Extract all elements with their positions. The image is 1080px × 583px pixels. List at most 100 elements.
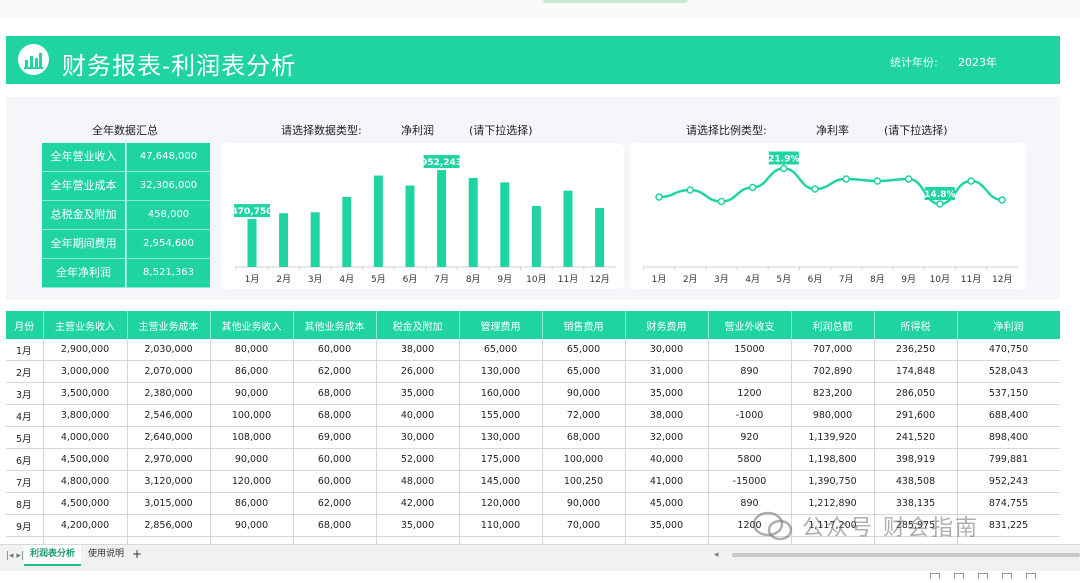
table-cell[interactable]: 2,640,000 (127, 426, 211, 449)
table-cell[interactable]: 60,000 (293, 448, 377, 471)
table-cell[interactable] (127, 536, 211, 544)
table-cell[interactable]: 15000 (708, 339, 792, 361)
table-cell[interactable]: 100,250 (542, 470, 626, 493)
data-point[interactable] (748, 183, 757, 192)
table-cell[interactable]: 5800 (708, 448, 792, 471)
table-cell[interactable]: 68,000 (293, 404, 377, 427)
table-cell[interactable]: 35,000 (625, 514, 709, 537)
data-point[interactable] (686, 186, 694, 194)
table-cell[interactable]: 2,380,000 (127, 382, 211, 405)
table-cell[interactable] (874, 536, 958, 544)
table-cell[interactable]: 6月 (6, 448, 44, 471)
table-cell[interactable]: 65,000 (542, 360, 626, 383)
table-cell[interactable]: 90,000 (542, 492, 626, 515)
bar[interactable] (531, 205, 541, 267)
table-cell[interactable]: 1,390,750 (791, 470, 875, 493)
bar[interactable] (373, 175, 383, 267)
table-cell[interactable]: 285,975 (874, 514, 958, 537)
column-header[interactable]: 其他业务成本 (293, 311, 377, 339)
data-point[interactable] (811, 185, 819, 193)
table-cell[interactable]: 9月 (6, 514, 44, 537)
table-cell[interactable]: 4月 (6, 404, 44, 427)
table-cell[interactable]: 38,000 (625, 404, 709, 427)
table-cell[interactable]: 41,000 (625, 470, 709, 493)
column-header[interactable]: 税金及附加 (376, 311, 460, 339)
table-cell[interactable]: 65,000 (459, 339, 543, 361)
data-type-select[interactable]: 净利润 (401, 124, 434, 137)
column-header[interactable]: 净利润 (957, 311, 1060, 339)
table-cell[interactable]: 90,000 (210, 514, 294, 537)
add-sheet-button[interactable]: + (132, 547, 143, 561)
table-cell[interactable]: -15000 (708, 470, 792, 493)
data-point[interactable] (936, 200, 944, 208)
table-cell[interactable]: 4,000,000 (43, 426, 128, 449)
table-cell[interactable] (376, 536, 460, 544)
table-cell[interactable]: 5月 (6, 426, 44, 449)
table-cell[interactable]: 2,856,000 (127, 514, 211, 537)
table-cell[interactable]: 72,000 (542, 404, 626, 427)
ratio-type-select[interactable]: 净利率 (816, 124, 849, 137)
table-cell[interactable]: 338,135 (874, 492, 958, 515)
table-cell[interactable]: 80,000 (210, 339, 294, 361)
bar[interactable] (500, 182, 510, 267)
table-cell[interactable]: 68,000 (293, 382, 377, 405)
column-header[interactable]: 管理费用 (459, 311, 543, 339)
summary-value[interactable]: 2,954,600 (126, 230, 210, 259)
table-cell[interactable]: 3月 (6, 382, 44, 405)
table-cell[interactable]: 48,000 (376, 470, 460, 493)
table-cell[interactable]: 90,000 (542, 382, 626, 405)
bar-chart-card[interactable]: 1月 2月 3月 4月 5月 6月 7月 8月 9月 10月 11月 12月 470,750 952,24… (221, 143, 624, 289)
table-cell[interactable]: 831,225 (957, 514, 1060, 537)
table-cell[interactable]: 4,500,000 (43, 492, 128, 515)
table-cell[interactable]: 4,200,000 (43, 514, 128, 537)
table-cell[interactable] (43, 536, 128, 544)
data-point[interactable] (717, 197, 726, 206)
table-cell[interactable]: 3,015,000 (127, 492, 211, 515)
bar[interactable] (342, 196, 352, 267)
table-cell[interactable]: 286,050 (874, 382, 958, 405)
data-point[interactable] (998, 196, 1006, 204)
table-cell[interactable]: 890 (708, 492, 792, 515)
table-cell[interactable]: 1,212,890 (791, 492, 875, 515)
table-cell[interactable]: 40,000 (625, 448, 709, 471)
table-cell[interactable]: 35,000 (625, 382, 709, 405)
table-cell[interactable]: 62,000 (293, 492, 377, 515)
table-cell[interactable]: 823,200 (791, 382, 875, 405)
summary-value[interactable]: 47,648,000 (126, 143, 210, 172)
table-cell[interactable] (542, 536, 626, 544)
bar[interactable] (437, 170, 447, 267)
table-cell[interactable]: 52,000 (376, 448, 460, 471)
table-cell[interactable]: 70,000 (542, 514, 626, 537)
table-cell[interactable]: 470,750 (957, 339, 1060, 361)
table-cell[interactable]: 69,000 (293, 426, 377, 449)
table-cell[interactable]: 1月 (6, 339, 44, 361)
table-cell[interactable]: 398,919 (874, 448, 958, 471)
data-point[interactable] (967, 177, 975, 185)
table-cell[interactable]: 1,139,920 (791, 426, 875, 449)
table-cell[interactable] (293, 536, 377, 544)
bar[interactable] (247, 219, 257, 267)
table-cell[interactable]: 241,520 (874, 426, 958, 449)
table-cell[interactable]: 7月 (6, 470, 44, 493)
table-cell[interactable]: 3,000,000 (43, 360, 128, 383)
table-cell[interactable]: 160,000 (459, 382, 543, 405)
horizontal-scrollbar[interactable] (732, 553, 1080, 557)
table-cell[interactable]: 155,000 (459, 404, 543, 427)
table-cell[interactable]: 42,000 (376, 492, 460, 515)
table-cell[interactable]: 86,000 (210, 360, 294, 383)
column-header[interactable]: 财务费用 (625, 311, 709, 339)
data-point[interactable] (655, 193, 663, 201)
bar[interactable] (405, 185, 415, 267)
table-cell[interactable] (6, 536, 44, 544)
table-cell[interactable]: 528,043 (957, 360, 1060, 383)
table-cell[interactable]: 30,000 (625, 339, 709, 361)
table-cell[interactable] (957, 536, 1060, 544)
table-cell[interactable]: 3,500,000 (43, 382, 128, 405)
column-header[interactable]: 利润总额 (791, 311, 875, 339)
table-cell[interactable]: 2,970,000 (127, 448, 211, 471)
scroll-left-icon[interactable]: ◂ (714, 550, 719, 560)
table-cell[interactable]: 68,000 (293, 514, 377, 537)
table-cell[interactable]: 26,000 (376, 360, 460, 383)
bar[interactable] (468, 177, 478, 267)
table-cell[interactable]: 45,000 (625, 492, 709, 515)
